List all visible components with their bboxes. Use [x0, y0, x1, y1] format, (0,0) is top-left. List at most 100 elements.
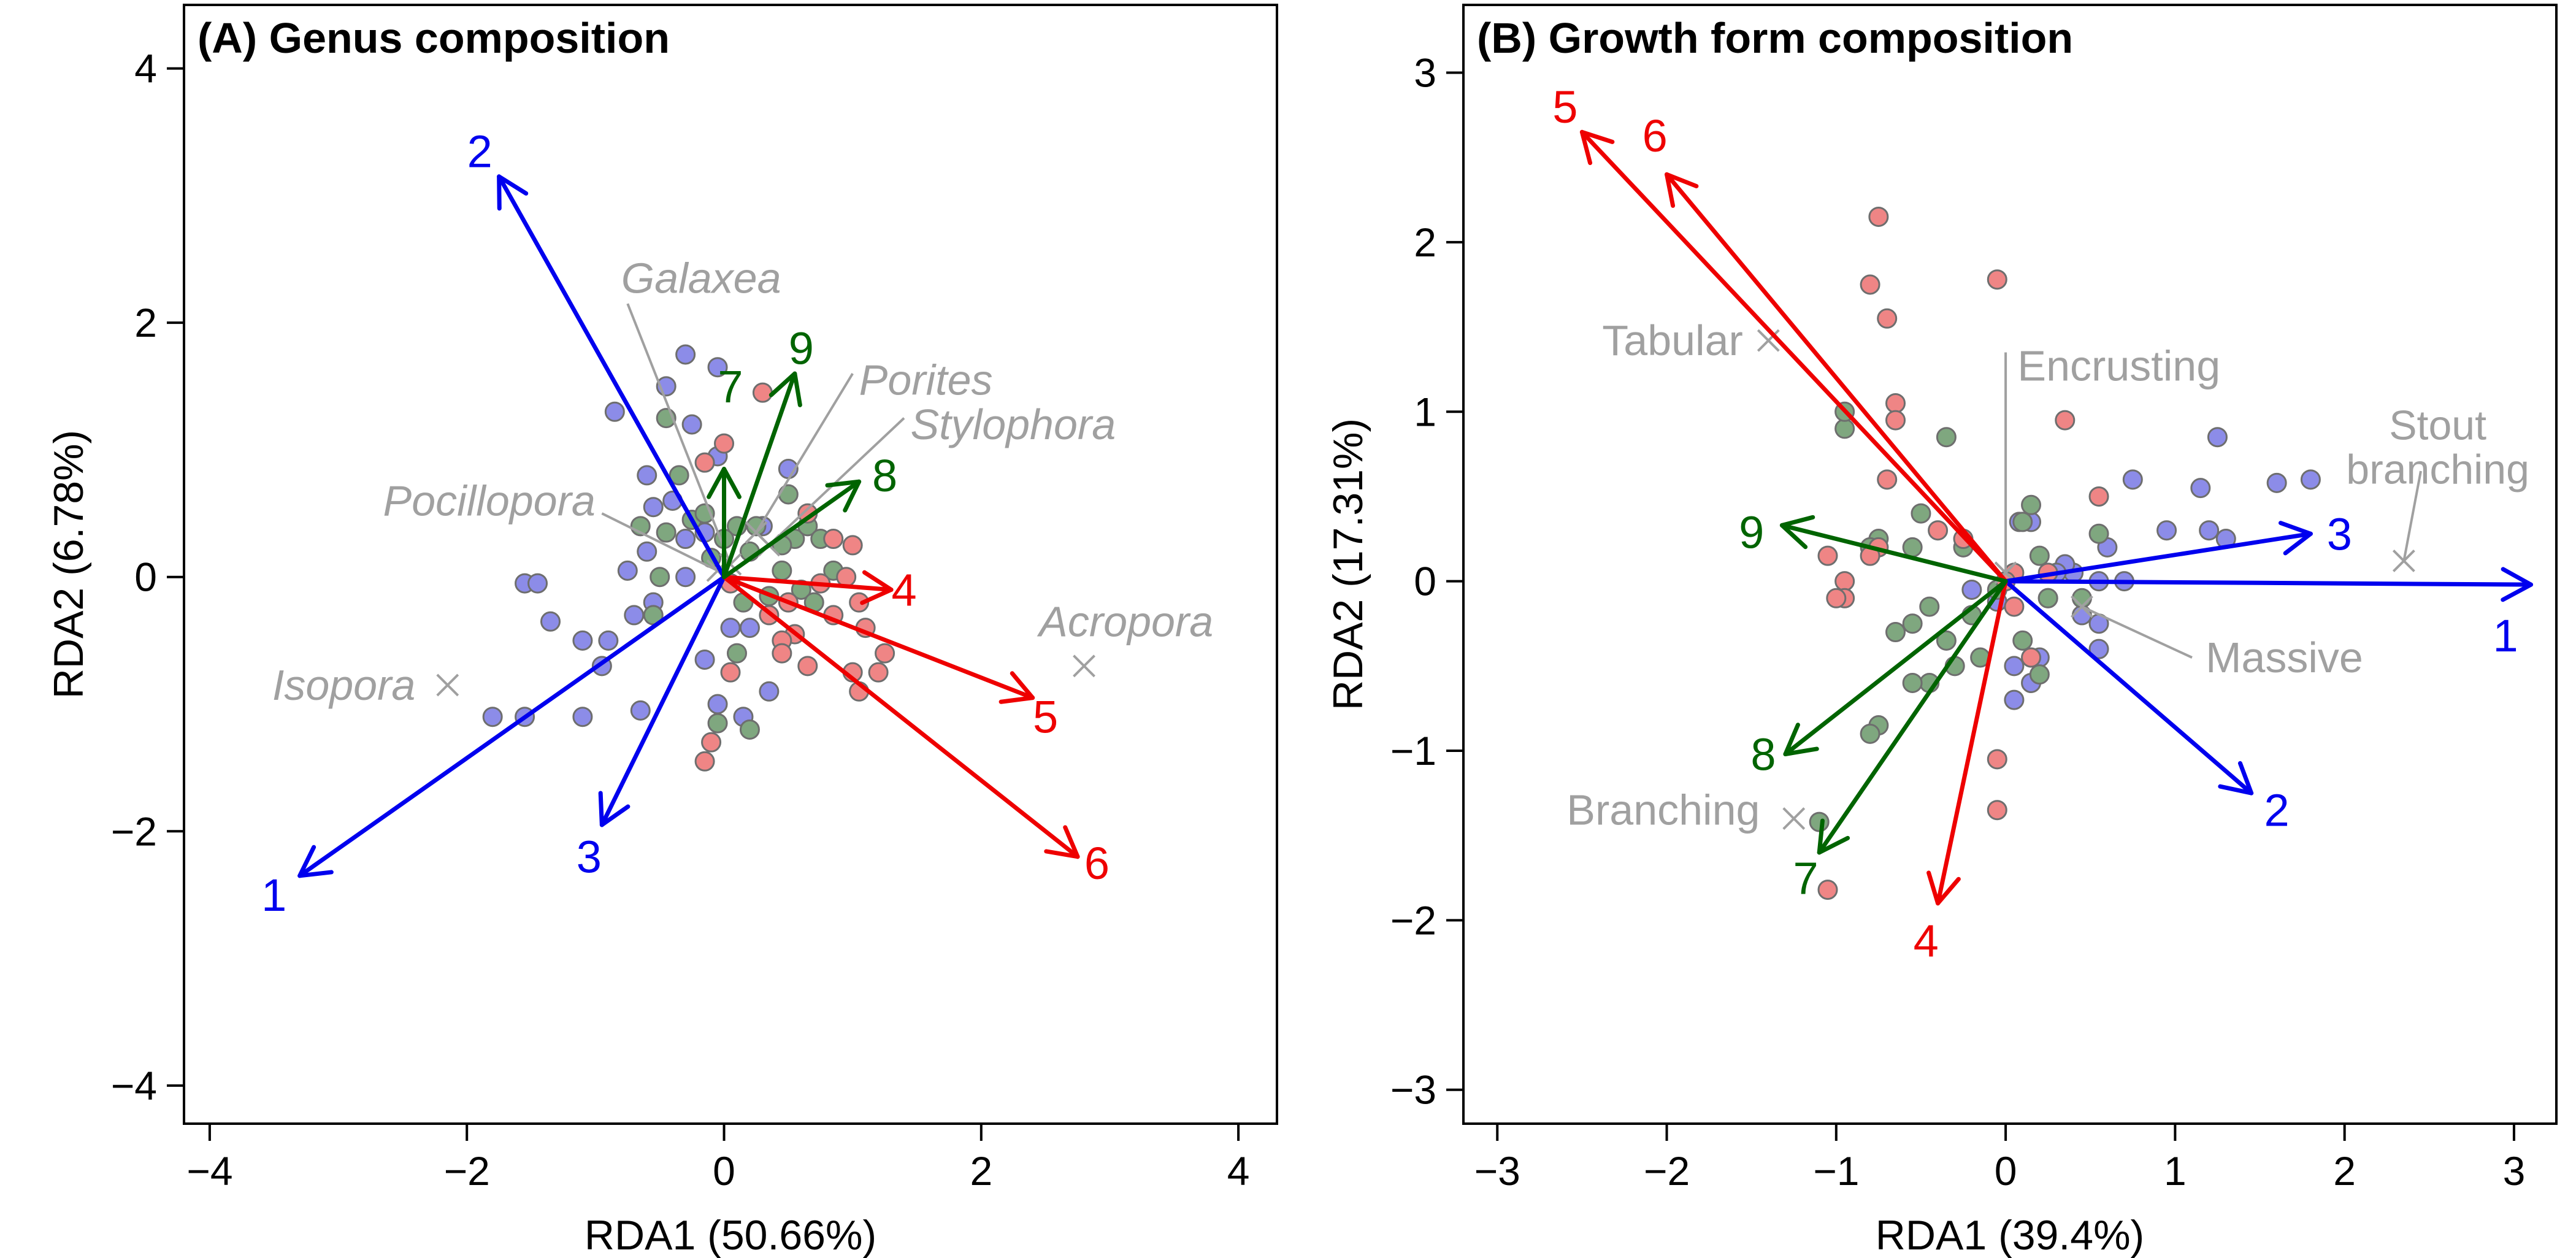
site-point-red: [1860, 274, 1880, 295]
species-marker: [1757, 329, 1780, 352]
y-tick-label: −2: [1390, 897, 1436, 943]
arrow-label: 8: [1750, 729, 1776, 780]
site-point-green: [772, 560, 792, 581]
site-point-red: [1826, 588, 1847, 608]
site-point-red: [714, 433, 735, 454]
site-point-blue: [2004, 689, 2025, 710]
site-point-blue: [598, 630, 619, 651]
x-axis-label: RDA1 (39.4%): [1876, 1212, 2144, 1258]
species-label: Stylophora: [911, 401, 1116, 448]
panel-b: −3 −2 −1 0 1 2 3 −3 −2 −1 0 1 2 3 RDA1 (39.4%) RDA2 (17…: [1325, 4, 2558, 1258]
species-marker: [436, 673, 459, 697]
x-tick-label: 1: [2164, 1148, 2187, 1194]
site-point-red: [694, 452, 715, 473]
arrow-label: 6: [1084, 838, 1110, 889]
site-point-red: [1877, 308, 1898, 329]
site-point-green: [1902, 537, 1923, 558]
panel-title: (A) Genus composition: [197, 14, 670, 62]
arrow-8: 8: [1750, 579, 2008, 780]
species-leader-line: [2081, 605, 2193, 659]
x-tick-label: 3: [2503, 1148, 2526, 1194]
site-point-red: [1987, 800, 2007, 821]
arrow-7: 7: [1793, 579, 2008, 903]
arrow-label: 9: [789, 323, 814, 374]
arrow-8: 8: [722, 450, 897, 580]
site-point-blue: [681, 414, 702, 435]
site-point-green: [1936, 427, 1957, 448]
species-label: Acropora: [1037, 597, 1213, 645]
site-point-red: [1868, 206, 1889, 227]
plot-frame: [1462, 4, 2558, 1125]
site-point-green: [2071, 588, 2092, 608]
site-point-blue: [694, 649, 715, 670]
site-point-blue: [675, 529, 696, 550]
x-tick-label: −4: [186, 1148, 232, 1194]
site-point-blue: [643, 497, 664, 518]
site-point-green: [707, 713, 728, 734]
y-tick-label: 0: [1414, 559, 1436, 604]
site-point-red: [1928, 520, 1949, 541]
site-point-red: [2088, 486, 2109, 507]
x-tick-label: 4: [1227, 1148, 1250, 1194]
species-label: Isopora: [272, 661, 415, 709]
arrow-label: 3: [577, 832, 602, 883]
species-leader-line: [2402, 470, 2422, 561]
site-point-blue: [2266, 472, 2287, 493]
panel-a: −4 −2 0 2 4 −4 −2 0 2 4 RDA1 (50.66%) RDA2 (6.78%) (…: [45, 4, 1278, 1258]
y-tick-label: 1: [1414, 389, 1436, 434]
arrow-2: 2: [2003, 579, 2290, 836]
site-point-green: [2029, 664, 2050, 685]
arrow-label: 2: [467, 126, 493, 177]
site-point-green: [650, 567, 670, 588]
arrow-label: 2: [2264, 785, 2290, 836]
site-point-red: [772, 643, 792, 664]
site-point-blue: [2300, 469, 2321, 490]
x-tick-label: 0: [713, 1148, 735, 1194]
site-point-red: [2004, 596, 2025, 617]
arrow-label: 4: [1914, 916, 1939, 967]
site-point-red: [752, 382, 773, 403]
arrow-label: 3: [2327, 508, 2352, 559]
arrow-label: 1: [2493, 610, 2518, 661]
site-point-blue: [617, 560, 638, 581]
y-tick-label: 0: [134, 554, 157, 600]
site-point-blue: [2199, 520, 2220, 541]
site-point-green: [726, 643, 747, 664]
site-point-blue: [2004, 656, 2025, 677]
species-marker: [1073, 654, 1095, 678]
site-point-green: [1809, 811, 1830, 832]
site-point-blue: [572, 630, 593, 651]
site-point-blue: [675, 567, 696, 588]
site-point-blue: [572, 707, 593, 727]
arrow-6: 6: [722, 575, 1110, 889]
site-point-green: [656, 522, 677, 543]
species-label: Stout: [2389, 402, 2486, 449]
site-point-red: [1834, 571, 1855, 592]
x-tick-label: −3: [1474, 1148, 1520, 1194]
site-point-green: [1860, 723, 1880, 744]
site-point-blue: [2088, 639, 2109, 659]
x-tick-label: 2: [2333, 1148, 2356, 1194]
arrow-3: 3: [577, 575, 727, 883]
site-point-blue: [720, 618, 741, 639]
arrow-label: 7: [718, 361, 743, 412]
arrow-2: 2: [467, 126, 727, 580]
species-label: Pocillopora: [383, 477, 596, 524]
site-point-red: [1817, 880, 1838, 900]
site-point-red: [875, 643, 895, 664]
site-point-blue: [540, 611, 561, 632]
arrow-6: 6: [1643, 110, 2008, 584]
arrow-label: 5: [1552, 82, 1577, 132]
arrow-label: 7: [1793, 853, 1819, 903]
arrow-7: 7: [707, 361, 743, 580]
site-point-green: [739, 719, 760, 740]
y-tick-label: −2: [111, 808, 157, 854]
site-point-blue: [2190, 478, 2211, 499]
site-point-green: [2029, 545, 2050, 566]
site-point-blue: [482, 707, 503, 727]
species-marker: [1782, 807, 1806, 830]
x-tick-label: 2: [970, 1148, 992, 1194]
arrow-label: 8: [872, 450, 897, 501]
